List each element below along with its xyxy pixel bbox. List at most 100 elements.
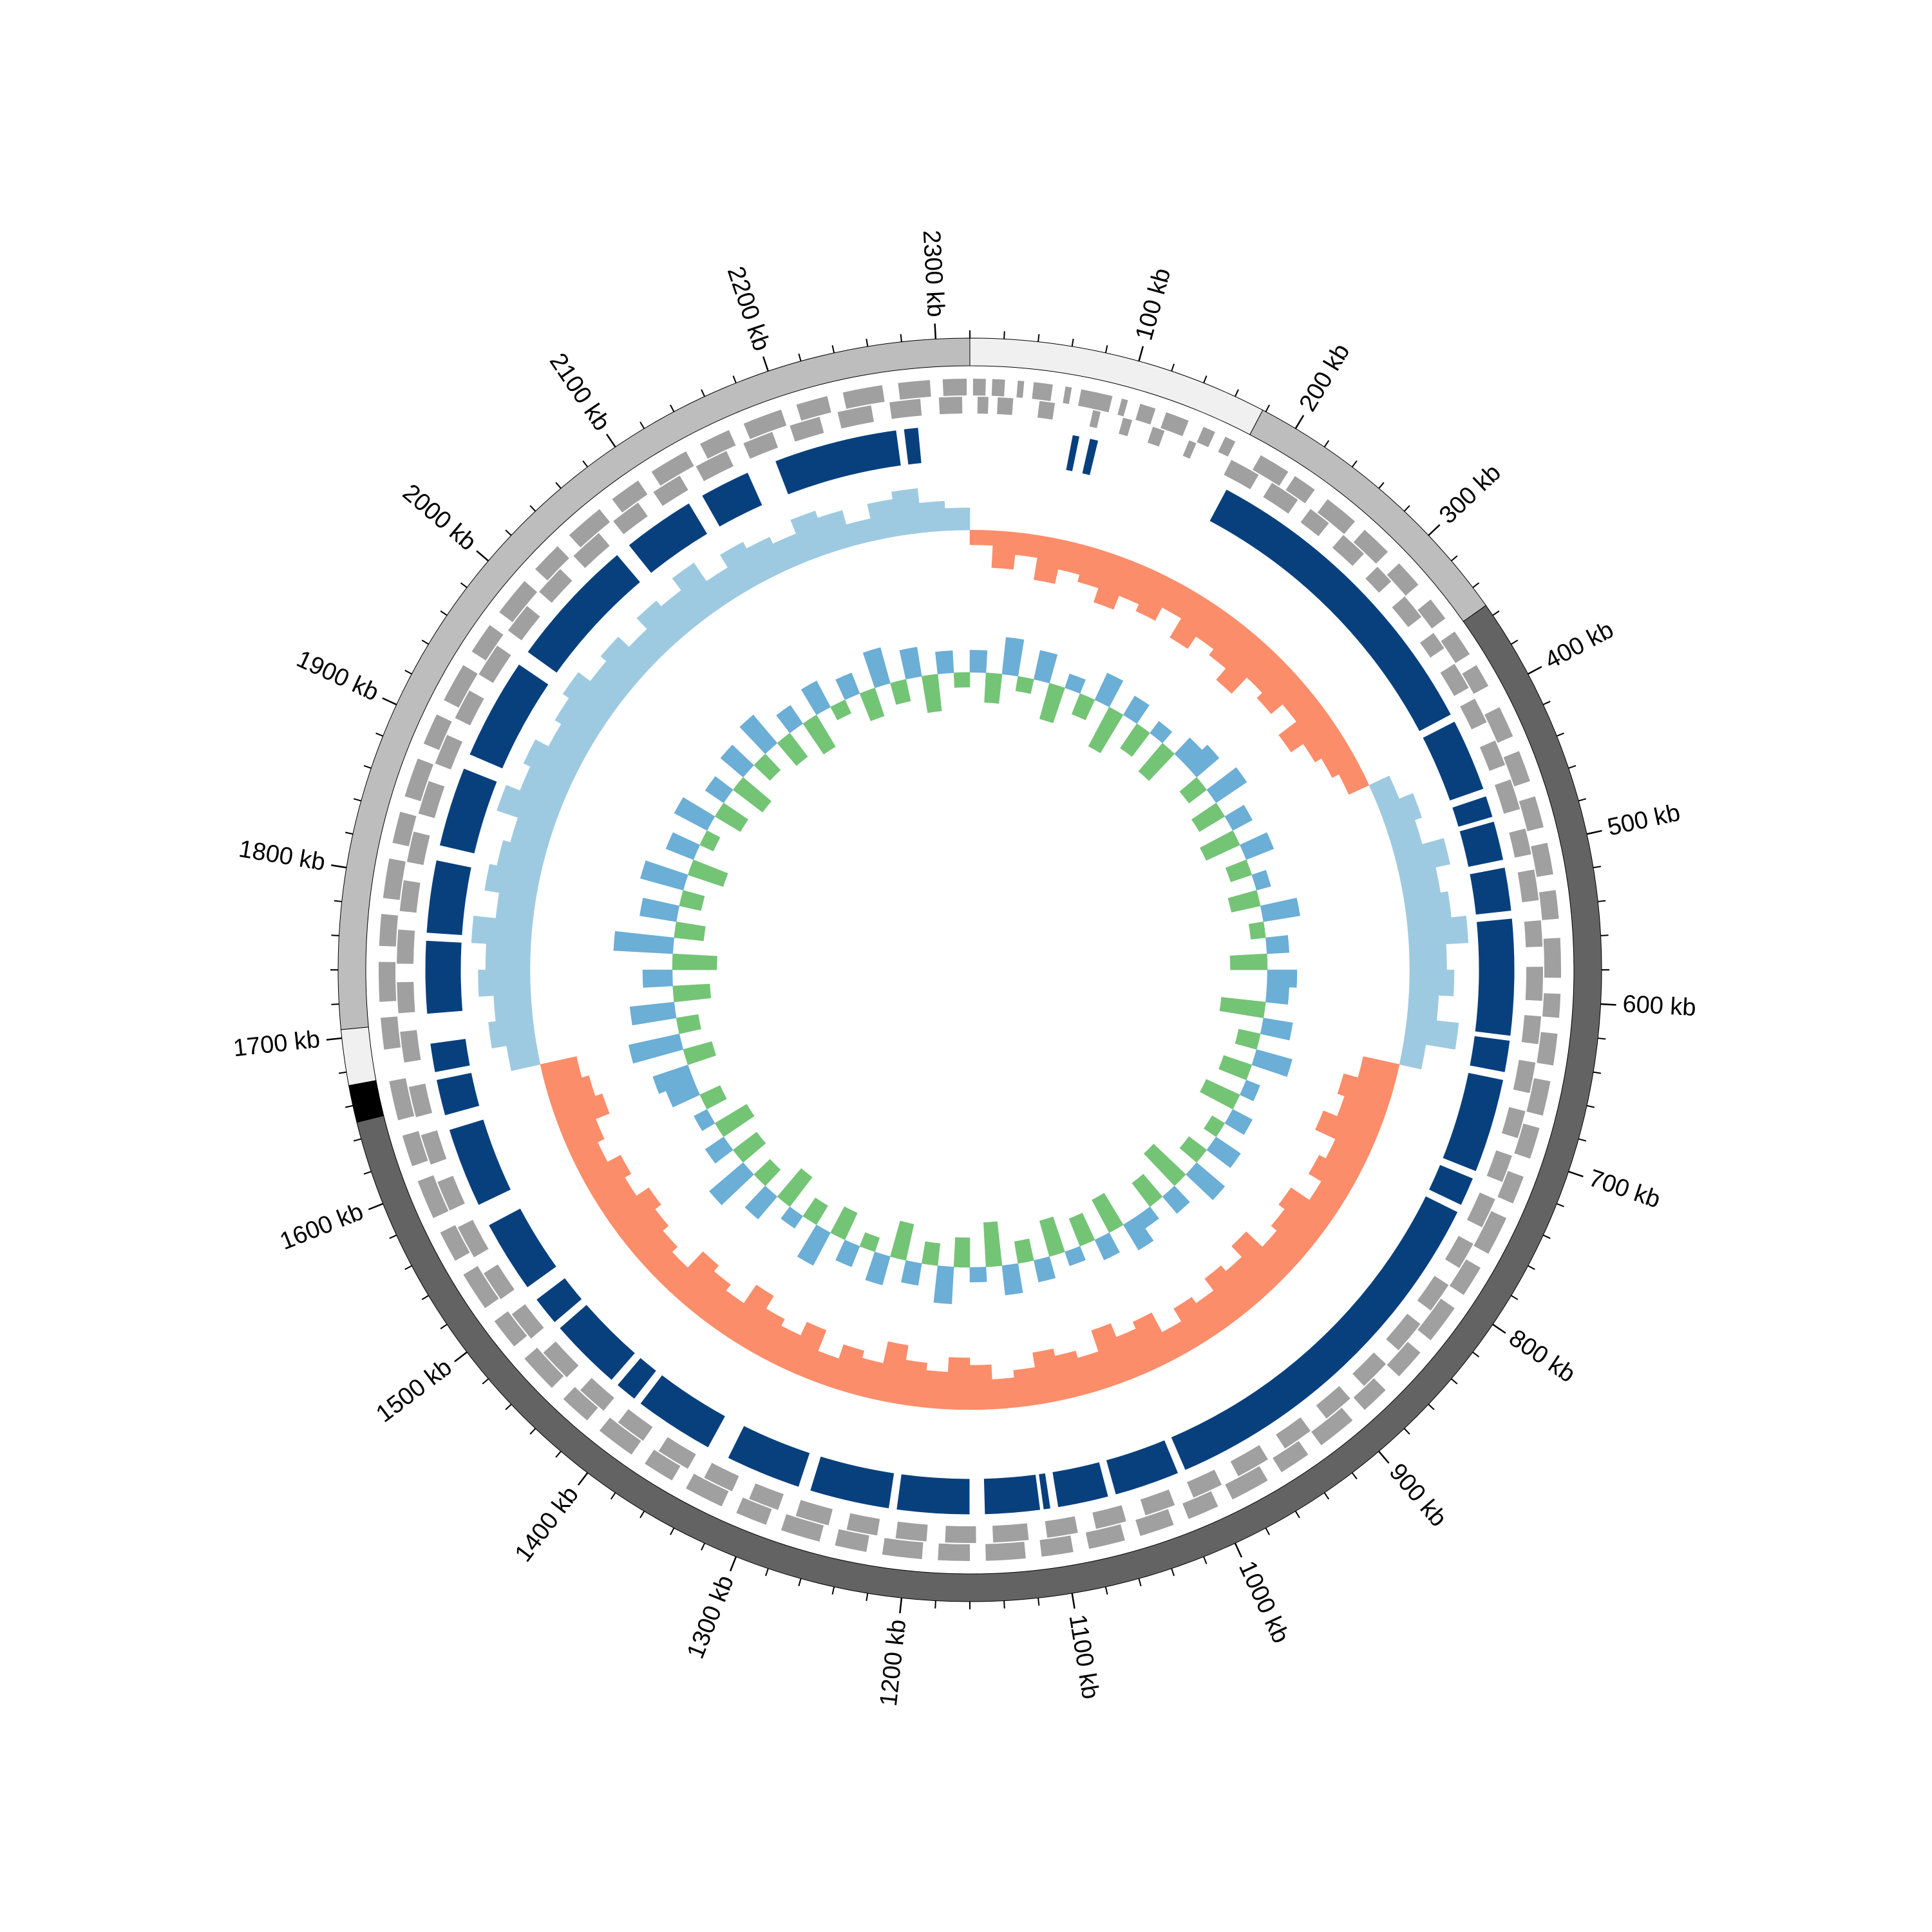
gene (440, 1225, 470, 1261)
gene (1117, 398, 1128, 417)
minor-tick (1351, 1472, 1358, 1480)
gene (1285, 476, 1315, 504)
track-bar (1260, 1018, 1293, 1041)
minor-tick (582, 460, 589, 468)
gene (1224, 460, 1259, 489)
track-bar (493, 993, 533, 1022)
track-bar (605, 1187, 661, 1236)
tick-label: 1000 kb (1233, 1557, 1294, 1647)
track-bar (1150, 721, 1173, 744)
minor-tick (529, 505, 536, 512)
gene (1140, 1489, 1175, 1516)
gene (1503, 751, 1530, 787)
gene (392, 811, 417, 847)
gene (397, 981, 415, 1014)
track-bar (875, 1341, 909, 1405)
major-tick (331, 864, 347, 869)
gene (1450, 1259, 1481, 1295)
track-bar (1239, 1079, 1260, 1101)
track-bar (683, 1041, 717, 1065)
gene (404, 758, 433, 802)
track-bar (687, 859, 728, 887)
track-bar (1303, 723, 1347, 762)
gene (1417, 599, 1446, 629)
gene (985, 1541, 1026, 1561)
track-bar (705, 1136, 734, 1164)
minor-tick (1472, 1351, 1480, 1358)
gene (535, 546, 569, 581)
minor-tick (831, 345, 835, 354)
track-bar (1014, 532, 1041, 558)
track-bar (676, 1014, 701, 1034)
gene (1332, 535, 1365, 566)
major-tick (899, 1598, 903, 1614)
track-bar (1039, 683, 1065, 723)
gene (837, 405, 874, 429)
track-bar (699, 830, 721, 852)
track-bar (1315, 1110, 1379, 1155)
minor-tick (1428, 1403, 1435, 1410)
minor-tick (1403, 505, 1410, 512)
track-bar (859, 687, 885, 721)
track-bar (1001, 637, 1025, 677)
minor-tick (353, 798, 362, 802)
minor-tick (1556, 1203, 1564, 1208)
gene (1444, 1235, 1473, 1268)
gene (1045, 1516, 1078, 1538)
track-bar (1143, 1143, 1186, 1186)
major-tick (729, 1556, 737, 1572)
track-bar (1248, 921, 1266, 940)
track-bar (639, 898, 680, 922)
gene (938, 397, 963, 415)
gene (406, 831, 430, 866)
minor-tick (345, 1104, 354, 1108)
gene (1135, 403, 1156, 425)
gene (417, 1175, 449, 1218)
gene (1353, 529, 1388, 564)
track-bar (1071, 693, 1095, 721)
track-bar (1229, 953, 1268, 971)
gene (573, 533, 610, 568)
track-bar (739, 714, 778, 754)
track-bar (1216, 634, 1273, 694)
track-bar (984, 672, 1003, 704)
track-bar (1065, 674, 1086, 694)
track-bar (953, 672, 971, 688)
track-bar (613, 931, 674, 954)
track-bar (674, 921, 706, 942)
gene (1497, 1171, 1524, 1204)
track-bar (540, 1056, 582, 1088)
tick-label: 2200 kb (722, 263, 775, 355)
minor-tick (1593, 866, 1602, 869)
track-bar (674, 797, 715, 831)
block (1452, 795, 1493, 828)
segment (340, 1027, 377, 1086)
block (426, 859, 472, 936)
gene (1543, 938, 1561, 978)
track-bar (1132, 1312, 1177, 1370)
track-bar (1251, 869, 1271, 891)
minor-tick (1542, 1235, 1551, 1239)
major-tick (1586, 829, 1602, 835)
track-bar (1094, 1232, 1120, 1260)
tick-label: 1400 kb (510, 1481, 584, 1567)
block (903, 427, 922, 466)
gene (1513, 1059, 1536, 1094)
minor-tick (1265, 404, 1271, 412)
major-tick (382, 697, 397, 706)
minor-tick (389, 1235, 397, 1239)
track-bar (1321, 743, 1359, 778)
gene (1273, 1441, 1309, 1473)
minor-tick (1171, 1568, 1175, 1577)
track-bar (859, 1232, 880, 1253)
track-bar (922, 1370, 949, 1410)
gene (1353, 1378, 1386, 1410)
minor-tick (404, 669, 412, 675)
minor-tick (460, 582, 468, 589)
track-bar (1039, 1217, 1065, 1257)
tick-label: 300 kb (1434, 459, 1506, 529)
gene (1419, 632, 1444, 658)
track-bar (1094, 553, 1133, 610)
gene (1462, 665, 1489, 694)
track-bar (918, 500, 947, 533)
